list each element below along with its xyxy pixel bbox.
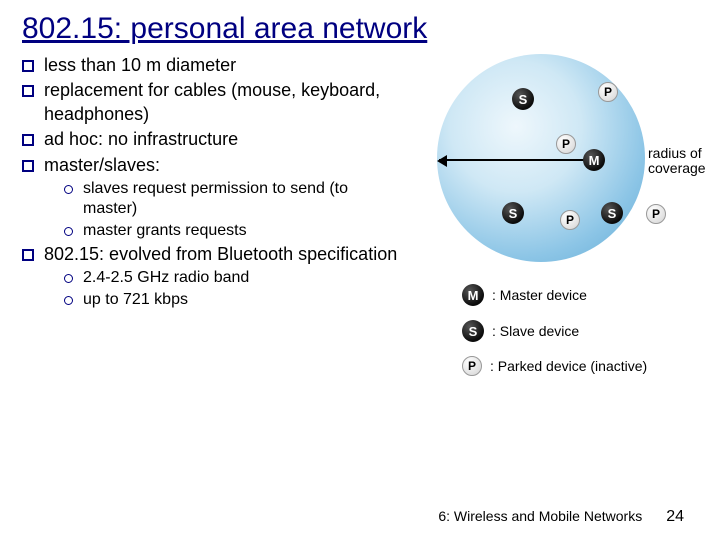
bullet-text: 802.15: evolved from Bluetooth specifica… [44,243,402,266]
main-bullet-list: less than 10 m diameter replacement for … [22,54,402,177]
square-bullet-icon [22,60,34,72]
legend-text: : Parked device (inactive) [490,358,647,374]
diagram-node-s3: S [601,202,623,224]
bullet-text: less than 10 m diameter [44,54,402,77]
legend-row-slave: S : Slave device [462,320,647,342]
main-bullet-list-2: 802.15: evolved from Bluetooth specifica… [22,243,402,266]
bullet-item: master/slaves: [22,154,402,177]
slave-node-icon: S [462,320,484,342]
legend-row-parked: P : Parked device (inactive) [462,356,647,376]
sub-bullet-item: 2.4-2.5 GHz radio band [64,268,402,288]
radius-label: radius of coverage [648,146,718,177]
content-area: less than 10 m diameter replacement for … [0,54,720,434]
pan-diagram: radius of coverage SPPMSPSP [402,54,712,294]
legend-text: : Slave device [492,323,579,339]
bullet-item: 802.15: evolved from Bluetooth specifica… [22,243,402,266]
legend: M : Master device S : Slave device P : P… [462,284,647,390]
bullet-text: master/slaves: [44,154,402,177]
sub-bullet-list-1: slaves request permission to send (to ma… [22,179,402,241]
bullet-item: less than 10 m diameter [22,54,402,77]
legend-row-master: M : Master device [462,284,647,306]
circle-bullet-icon [64,227,73,236]
diagram-node-m: M [583,149,605,171]
circle-bullet-icon [64,274,73,283]
square-bullet-icon [22,249,34,261]
square-bullet-icon [22,134,34,146]
radius-arrow [439,159,584,161]
master-node-icon: M [462,284,484,306]
diagram-column: radius of coverage SPPMSPSP M : Master d… [402,54,712,434]
diagram-node-s1: S [512,88,534,110]
parked-node-icon: P [462,356,482,376]
square-bullet-icon [22,85,34,97]
footer: 6: Wireless and Mobile Networks 24 [0,508,720,526]
bullet-text: replacement for cables (mouse, keyboard,… [44,79,402,126]
diagram-node-p4: P [646,204,666,224]
square-bullet-icon [22,160,34,172]
diagram-node-s2: S [502,202,524,224]
bullet-item: replacement for cables (mouse, keyboard,… [22,79,402,126]
page-number: 24 [666,508,684,526]
sub-bullet-item: slaves request permission to send (to ma… [64,179,402,219]
sub-bullet-text: master grants requests [83,221,402,241]
circle-bullet-icon [64,296,73,305]
diagram-node-p2: P [556,134,576,154]
sub-bullet-item: up to 721 kbps [64,290,402,310]
bullet-text: ad hoc: no infrastructure [44,128,402,151]
diagram-node-p1: P [598,82,618,102]
sub-bullet-item: master grants requests [64,221,402,241]
diagram-node-p3: P [560,210,580,230]
legend-text: : Master device [492,287,587,303]
sub-bullet-text: up to 721 kbps [83,290,402,310]
sub-bullet-text: 2.4-2.5 GHz radio band [83,268,402,288]
bullet-item: ad hoc: no infrastructure [22,128,402,151]
sub-bullet-list-2: 2.4-2.5 GHz radio band up to 721 kbps [22,268,402,310]
bullet-column: less than 10 m diameter replacement for … [22,54,402,434]
chapter-label: 6: Wireless and Mobile Networks [438,508,642,524]
circle-bullet-icon [64,185,73,194]
slide-title: 802.15: personal area network [0,0,720,54]
sub-bullet-text: slaves request permission to send (to ma… [83,179,402,219]
